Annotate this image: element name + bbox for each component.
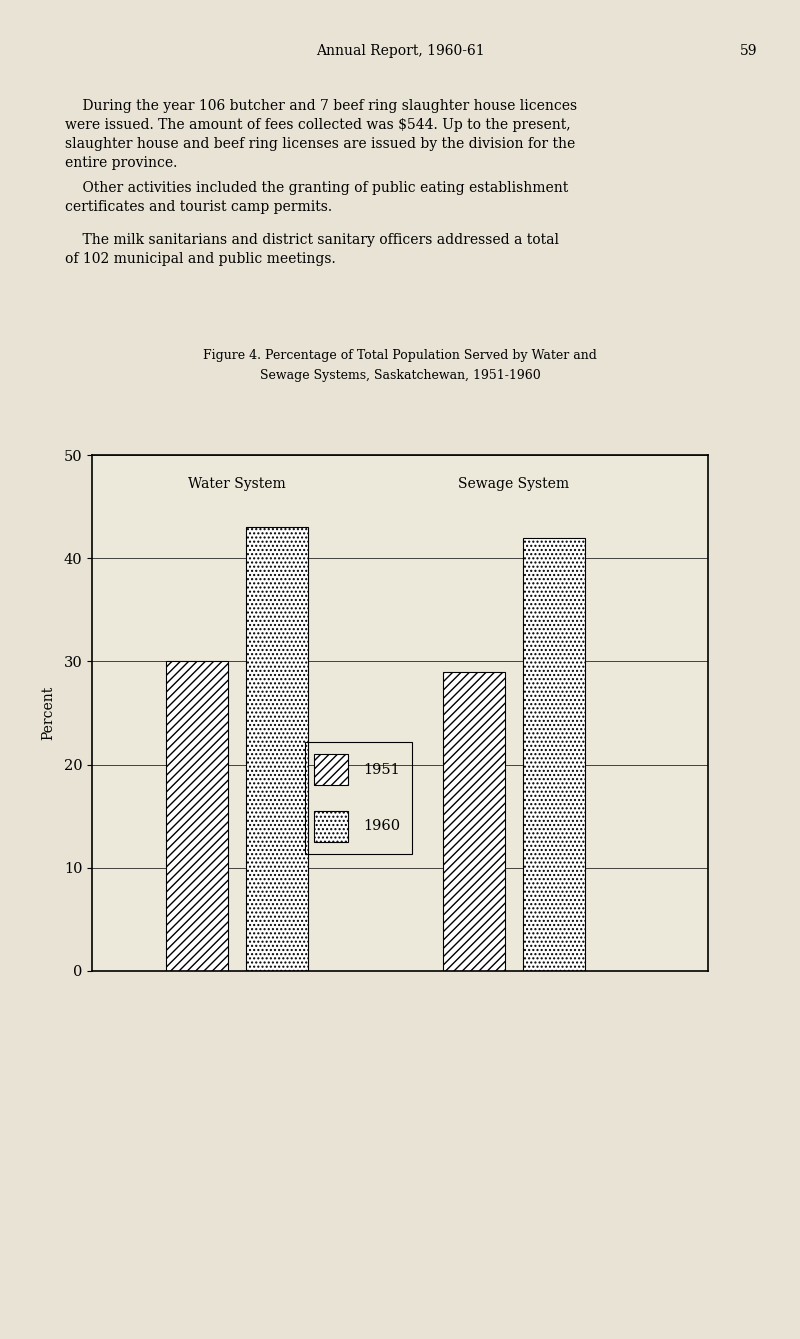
Text: During the year 106 butcher and 7 beef ring slaughter house licences: During the year 106 butcher and 7 beef r… (65, 99, 577, 112)
Text: slaughter house and beef ring licenses are issued by the division for the: slaughter house and beef ring licenses a… (65, 137, 575, 151)
Bar (305, 742, 412, 854)
Bar (443, 672, 505, 971)
Text: entire province.: entire province. (65, 157, 178, 170)
Y-axis label: Percent: Percent (41, 686, 55, 740)
Text: The milk sanitarians and district sanitary officers addressed a total: The milk sanitarians and district sanita… (65, 233, 559, 246)
Text: Water System: Water System (188, 477, 286, 491)
Text: Figure 4. Percentage of Total Population Served by Water and: Figure 4. Percentage of Total Population… (203, 349, 597, 362)
Text: Annual Report, 1960-61: Annual Report, 1960-61 (316, 44, 484, 58)
Text: certificates and tourist camp permits.: certificates and tourist camp permits. (65, 200, 332, 214)
Bar (314, 754, 348, 785)
Text: Sewage Systems, Saskatchewan, 1951-1960: Sewage Systems, Saskatchewan, 1951-1960 (260, 370, 540, 382)
Text: of 102 municipal and public meetings.: of 102 municipal and public meetings. (65, 252, 336, 266)
Bar (246, 528, 307, 971)
Bar (523, 538, 585, 971)
Text: 1960: 1960 (363, 819, 400, 833)
Bar (166, 661, 227, 971)
Bar (314, 811, 348, 842)
Text: 59: 59 (740, 44, 758, 58)
Text: Other activities included the granting of public eating establishment: Other activities included the granting o… (65, 181, 568, 195)
Text: Sewage System: Sewage System (458, 477, 570, 491)
Text: 1951: 1951 (363, 763, 400, 777)
Text: were issued. The amount of fees collected was $544. Up to the present,: were issued. The amount of fees collecte… (65, 118, 570, 133)
